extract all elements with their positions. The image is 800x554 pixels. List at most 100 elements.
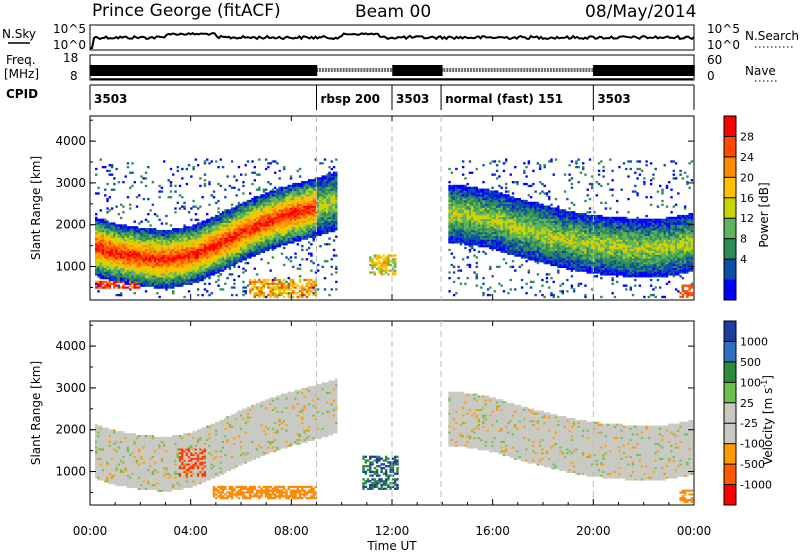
power-cell bbox=[158, 248, 161, 252]
power-cell bbox=[317, 190, 320, 193]
power-cell bbox=[190, 226, 193, 229]
power-cell bbox=[144, 235, 148, 238]
power-cell bbox=[471, 214, 474, 218]
cpid-segment-label: rbsp 200 bbox=[321, 92, 380, 106]
power-cell bbox=[464, 241, 467, 244]
power-cell bbox=[292, 228, 295, 231]
power-cell bbox=[181, 235, 184, 238]
power-cell bbox=[199, 271, 202, 274]
power-cell bbox=[468, 224, 472, 227]
power-cell bbox=[158, 273, 161, 276]
power-cell bbox=[242, 239, 245, 242]
power-cell bbox=[307, 179, 311, 182]
power-cell bbox=[140, 228, 143, 231]
power-cell bbox=[176, 263, 179, 267]
power-cell bbox=[283, 284, 286, 287]
power-cell bbox=[172, 277, 175, 280]
power-cell bbox=[124, 254, 127, 257]
power-cell bbox=[269, 220, 272, 223]
power-cell bbox=[187, 164, 191, 167]
power-cell bbox=[260, 246, 263, 250]
power-cell bbox=[119, 286, 123, 289]
power-cell bbox=[176, 284, 179, 287]
power-cell bbox=[99, 254, 102, 257]
power-cell bbox=[97, 229, 100, 233]
power-cell bbox=[321, 201, 324, 205]
power-cell bbox=[129, 246, 132, 250]
power-cell bbox=[473, 205, 476, 208]
power-cell bbox=[450, 252, 454, 255]
power-cell bbox=[278, 228, 281, 231]
power-cell bbox=[289, 213, 293, 216]
power-cell bbox=[147, 267, 150, 270]
power-cell bbox=[249, 237, 252, 240]
power-cell bbox=[246, 241, 250, 244]
power-cell bbox=[226, 277, 229, 280]
power-cell bbox=[380, 271, 383, 274]
power-cell bbox=[273, 237, 277, 240]
power-cell bbox=[149, 267, 152, 270]
power-cell bbox=[167, 263, 170, 267]
power-cell bbox=[246, 229, 250, 233]
power-cell bbox=[208, 250, 211, 253]
power-cell bbox=[122, 229, 125, 233]
power-cell bbox=[307, 241, 311, 244]
power-cell bbox=[255, 231, 259, 235]
power-cell bbox=[267, 197, 270, 201]
power-cell bbox=[221, 220, 225, 223]
power-cell bbox=[296, 211, 300, 214]
power-cell bbox=[253, 224, 256, 227]
power-cell bbox=[314, 224, 318, 227]
power-cell bbox=[221, 254, 225, 257]
power-cell bbox=[271, 199, 275, 203]
power-cell bbox=[335, 158, 338, 161]
power-cell bbox=[153, 213, 157, 216]
power-cell bbox=[194, 224, 198, 227]
power-cell bbox=[384, 267, 388, 270]
power-cell bbox=[172, 286, 175, 289]
power-cell bbox=[468, 205, 472, 208]
power-cell bbox=[278, 186, 281, 189]
power-cell bbox=[230, 229, 234, 233]
power-cell bbox=[99, 226, 102, 229]
power-cell bbox=[285, 280, 288, 284]
power-cell bbox=[219, 269, 223, 272]
power-cell bbox=[244, 201, 247, 205]
power-cell bbox=[187, 229, 191, 233]
power-cell bbox=[133, 263, 136, 267]
power-cell bbox=[133, 256, 136, 259]
power-cell bbox=[153, 273, 157, 276]
power-cell bbox=[153, 246, 157, 250]
power-cell bbox=[321, 188, 324, 191]
power-cell bbox=[117, 213, 121, 216]
power-cell bbox=[206, 248, 209, 252]
power-cell bbox=[138, 286, 141, 289]
power-cell bbox=[305, 284, 309, 287]
power-cell bbox=[461, 165, 465, 169]
power-cell bbox=[119, 250, 123, 253]
power-cell bbox=[468, 190, 472, 193]
power-cell bbox=[323, 214, 327, 218]
power-cell bbox=[97, 224, 100, 227]
power-cell bbox=[230, 286, 234, 289]
power-cell bbox=[269, 239, 272, 242]
power-cell bbox=[330, 190, 333, 193]
power-cell bbox=[310, 228, 313, 231]
power-cell bbox=[267, 205, 270, 208]
power-cell bbox=[178, 280, 182, 284]
power-cell bbox=[262, 194, 266, 197]
power-cell bbox=[108, 277, 112, 280]
power-cell bbox=[138, 252, 141, 255]
power-cell bbox=[172, 260, 175, 263]
power-cell bbox=[301, 231, 304, 235]
power-cell bbox=[310, 196, 313, 199]
power-cell bbox=[201, 235, 204, 238]
power-cell bbox=[174, 248, 177, 252]
power-cell bbox=[319, 190, 322, 193]
power-cell bbox=[97, 260, 100, 263]
power-cell bbox=[183, 241, 186, 244]
power-cell bbox=[455, 224, 458, 227]
power-cell bbox=[119, 265, 123, 269]
power-cell bbox=[115, 224, 118, 227]
power-cell bbox=[457, 203, 460, 206]
